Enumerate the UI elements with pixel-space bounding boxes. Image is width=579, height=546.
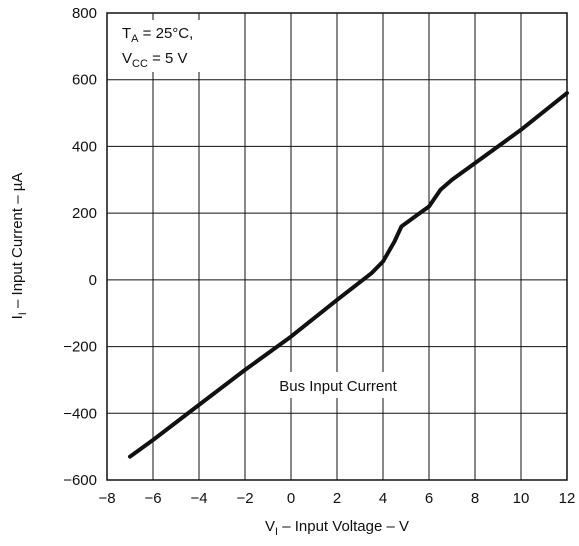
grid (107, 13, 567, 480)
condition-ta: TA = 25°C, (122, 25, 193, 45)
x-tick-label: 12 (559, 490, 576, 507)
conditions-box-bg (117, 20, 227, 72)
x-tick-label: −2 (236, 490, 253, 507)
series-line (128, 91, 569, 459)
x-tick-label: −8 (98, 490, 115, 507)
condition-vcc: VCC = 5 V (122, 50, 188, 70)
x-tick-label: 8 (471, 490, 479, 507)
y-tick-label: −600 (63, 472, 97, 489)
y-tick-label: 800 (72, 5, 97, 22)
x-tick-label: −6 (144, 490, 161, 507)
y-tick-label: 400 (72, 138, 97, 155)
annotation-bg (258, 372, 418, 398)
y-tick-label: 600 (72, 72, 97, 89)
y-axis-label: II – Input Current – µA (9, 173, 29, 320)
x-tick-label: 0 (287, 490, 295, 507)
x-tick-label: 4 (379, 490, 387, 507)
y-tick-label: −400 (63, 405, 97, 422)
x-axis-label: VI – Input Voltage – V (265, 518, 409, 538)
x-tick-label: 10 (513, 490, 530, 507)
series-annotation: Bus Input Current (279, 378, 397, 395)
x-tick-label: 2 (333, 490, 341, 507)
x-tick-label: 6 (425, 490, 433, 507)
y-tick-label: 0 (89, 272, 97, 289)
y-tick-label: 200 (72, 205, 97, 222)
y-tick-labels: 800 600 400 200 0 −200 −400 −600 (63, 5, 97, 489)
y-tick-label: −200 (63, 339, 97, 356)
x-tick-label: −4 (190, 490, 207, 507)
x-tick-labels: −8 −6 −4 −2 0 2 4 6 8 10 12 (98, 490, 575, 507)
